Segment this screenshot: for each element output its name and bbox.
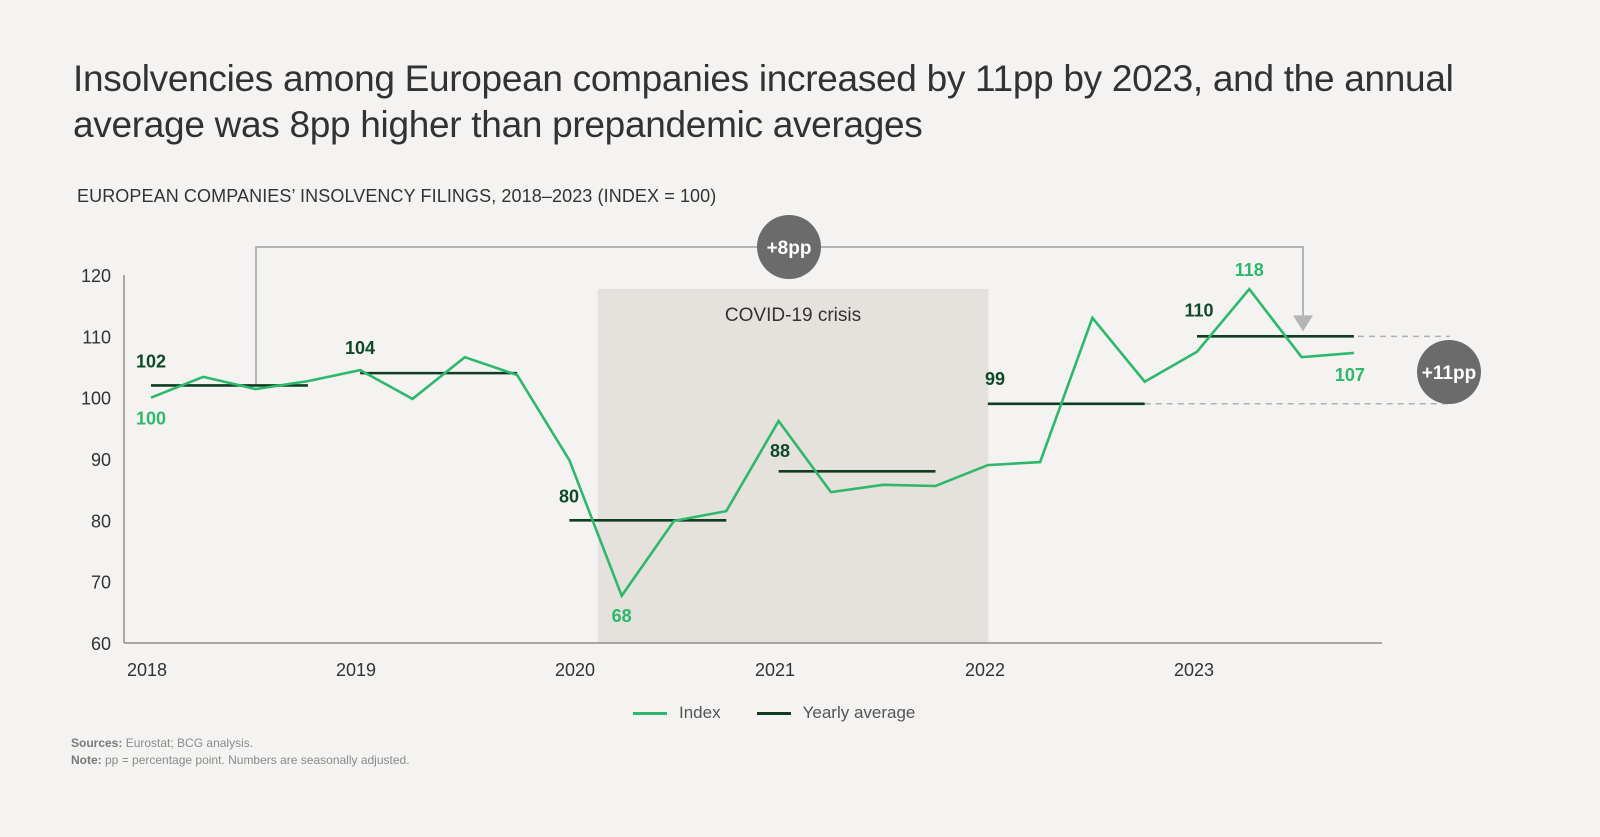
sources-text: Eurostat; BCG analysis. [122, 736, 254, 750]
badge-8pp-label: +8pp [767, 238, 812, 259]
annotations-group: +8pp +11pp [255, 215, 1481, 405]
note-text: pp = percentage point. Numbers are seaso… [101, 753, 410, 767]
y-tick-label: 110 [82, 327, 111, 347]
y-tick-label: 60 [91, 634, 111, 654]
yearly-average-label: 99 [985, 369, 1005, 389]
covid-region-label: COVID-19 crisis [725, 305, 861, 326]
index-value-label: 100 [136, 409, 166, 429]
legend-label-yearly-average: Yearly average [802, 703, 916, 722]
sources-label: Sources: [71, 736, 123, 750]
badge-11pp-label: +11pp [1422, 363, 1476, 384]
index-line-group [150, 287, 1355, 599]
sources-note: Sources: Eurostat; BCG analysis. [71, 736, 253, 750]
yearly-average-label: 110 [1184, 300, 1213, 320]
yearly-average-label: 80 [559, 486, 579, 506]
chart-title: Insolvencies among European companies in… [73, 58, 1454, 145]
x-tick-label: 2022 [965, 660, 1005, 680]
x-tick-label: 2018 [127, 660, 167, 680]
legend-label-index: Index [679, 703, 721, 722]
yearly-average-label: 104 [345, 338, 375, 358]
badge-11pp [1417, 340, 1481, 404]
arrow-down-icon [1293, 315, 1313, 332]
x-tick-label: 2020 [555, 660, 595, 680]
y-tick-label: 80 [91, 511, 111, 531]
index-value-label: 118 [1235, 260, 1264, 280]
footnote-note: Note: pp = percentage point. Numbers are… [71, 753, 410, 767]
y-tick-label: 120 [81, 266, 111, 286]
covid-shaded-region [597, 289, 989, 643]
axes-group: 60 70 80 90 100 110 120 2018 2019 2020 2021 2022 202… [81, 266, 1382, 680]
y-tick-label: 70 [91, 573, 111, 593]
covid-band-group: COVID-19 crisis [597, 289, 989, 643]
legend-item-index: Index [633, 703, 721, 723]
x-tick-label: 2021 [755, 660, 795, 680]
yearly-average-label: 102 [136, 351, 166, 371]
index-value-label: 107 [1335, 365, 1365, 385]
chart-subtitle: EUROPEAN COMPANIES’ INSOLVENCY FILINGS, … [77, 186, 717, 206]
index-series-line [150, 287, 1355, 599]
index-value-label: 68 [612, 606, 632, 626]
yearly-average-label: 88 [770, 441, 790, 461]
legend-swatch-yearly-average [756, 711, 791, 715]
data-labels-group: 102 104 80 88 99 110 100 68 118 107 [136, 260, 1365, 626]
legend-swatch-index [633, 711, 667, 715]
x-tick-label: 2023 [1174, 660, 1214, 680]
y-tick-label: 100 [81, 389, 111, 409]
legend-item-yearly-average: Yearly average [756, 703, 916, 723]
badge-8pp [757, 215, 821, 279]
legend: Index Yearly average [633, 703, 951, 723]
note-label: Note: [71, 753, 102, 767]
y-tick-label: 90 [91, 450, 111, 470]
x-tick-label: 2019 [336, 660, 376, 680]
